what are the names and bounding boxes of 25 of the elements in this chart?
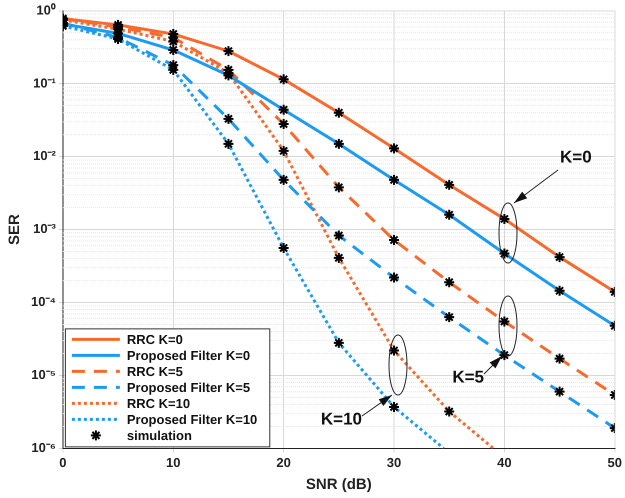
x-tick-label: 30 (386, 454, 402, 470)
x-axis-title: SNR (dB) (306, 476, 372, 494)
annotation: K=5 (452, 368, 484, 387)
x-tick-label: 40 (497, 454, 512, 470)
y-axis-title: SER (6, 214, 24, 246)
x-tick-label: 0 (59, 454, 67, 470)
y-tick-label: 10⁻¹ (33, 75, 56, 90)
annotation: K=0 (560, 148, 592, 167)
x-tick-label: 10 (166, 454, 180, 470)
y-tick-label: 10⁻³ (33, 221, 57, 236)
x-tick-label: 20 (276, 454, 291, 470)
y-tick-label: 10⁻² (33, 148, 57, 164)
legend-label: simulation (126, 428, 192, 443)
annotation: K=10 (320, 410, 362, 429)
legend-label: RRC K=0 (126, 332, 183, 347)
x-tick-label: 50 (608, 454, 622, 470)
legend-label: RRC K=5 (126, 364, 183, 379)
y-tick-label: 10⁻⁴ (31, 294, 56, 310)
legend-label: Proposed Filter K=5 (126, 380, 250, 395)
legend-label: Proposed Filter K=10 (126, 412, 258, 427)
y-tick-label: 10⁻⁶ (31, 440, 56, 455)
y-tick-label: 10⁰ (36, 2, 56, 18)
y-tick-label: 10⁻⁵ (31, 367, 56, 382)
legend-label: Proposed Filter K=0 (126, 348, 250, 363)
legend-label: RRC K=10 (126, 396, 190, 411)
